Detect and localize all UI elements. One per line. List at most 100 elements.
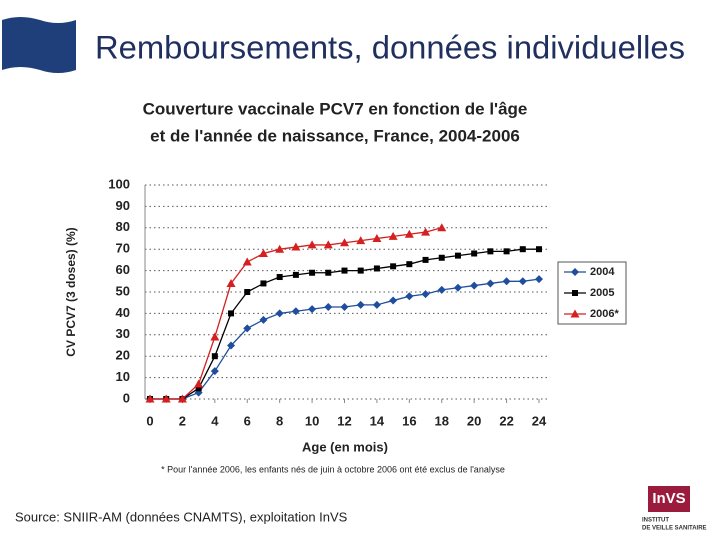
marker — [292, 271, 299, 278]
chart-title: et de l'année de naissance, France, 2004… — [150, 126, 520, 145]
marker — [210, 332, 220, 341]
marker — [244, 289, 251, 295]
y-tick-label: 20 — [116, 348, 130, 363]
marker — [438, 254, 445, 261]
x-tick-label: 24 — [532, 413, 547, 428]
marker — [437, 285, 446, 294]
y-axis-label: CV PCV7 (3 doses) (%) — [64, 227, 78, 356]
marker — [503, 248, 510, 255]
marker — [404, 229, 414, 238]
series-line — [150, 278, 540, 400]
marker — [536, 246, 542, 253]
marker — [388, 231, 398, 240]
marker — [535, 275, 543, 284]
marker — [145, 394, 155, 403]
marker — [373, 265, 380, 272]
marker — [422, 256, 429, 263]
marker — [519, 246, 526, 253]
marker — [243, 324, 252, 333]
marker — [406, 261, 413, 268]
marker — [276, 274, 283, 281]
y-tick-label: 100 — [108, 176, 130, 191]
marker — [453, 283, 462, 292]
chart-title: Couverture vaccinale PCV7 en fonction de… — [143, 99, 528, 118]
marker — [323, 240, 333, 249]
marker — [226, 278, 236, 287]
x-tick-label: 22 — [499, 413, 513, 428]
x-tick-label: 0 — [146, 413, 153, 428]
marker — [309, 269, 316, 276]
legend-marker — [571, 268, 579, 276]
legend-label: 2004 — [590, 266, 615, 278]
marker — [194, 379, 204, 388]
x-tick-label: 14 — [370, 413, 385, 428]
marker — [275, 244, 285, 253]
marker — [486, 279, 495, 288]
x-tick-label: 18 — [435, 413, 449, 428]
y-tick-label: 0 — [123, 390, 130, 405]
marker — [227, 341, 236, 350]
marker — [437, 223, 447, 232]
y-tick-label: 50 — [116, 283, 130, 298]
marker — [470, 281, 479, 290]
marker — [291, 242, 301, 251]
y-tick-label: 40 — [116, 305, 130, 320]
y-tick-label: 10 — [116, 369, 130, 384]
y-tick-label: 70 — [116, 241, 130, 256]
marker — [325, 269, 332, 276]
x-tick-label: 16 — [402, 413, 416, 428]
legend-marker — [570, 309, 580, 318]
logo-name: InVS — [652, 490, 685, 507]
y-tick-label: 30 — [116, 326, 130, 341]
marker — [161, 394, 171, 403]
logo-text: DE VEILLE SANITAIRE — [642, 526, 707, 532]
logo-text: INSTITUT — [642, 518, 669, 524]
logo-box — [648, 486, 690, 512]
footnote: * Pour l'année 2006, les enfants nés de … — [161, 464, 505, 474]
x-tick-label: 20 — [467, 413, 481, 428]
marker — [308, 305, 317, 314]
marker — [228, 310, 235, 317]
marker — [195, 385, 202, 392]
x-axis-label: Age (en mois) — [302, 439, 388, 454]
marker — [341, 267, 348, 274]
y-tick-label: 90 — [116, 198, 130, 213]
marker — [502, 277, 511, 286]
legend-marker — [572, 290, 578, 296]
marker — [390, 263, 397, 270]
marker — [340, 238, 349, 247]
source: Source: SNIIR-AM (données CNAMTS), explo… — [15, 509, 348, 524]
marker — [177, 394, 187, 403]
marker — [372, 234, 382, 242]
marker — [471, 250, 478, 257]
marker — [324, 302, 333, 311]
marker — [454, 252, 461, 259]
slide-title: Remboursements, données individuelles — [95, 29, 685, 65]
marker — [518, 277, 527, 286]
marker — [487, 248, 494, 255]
marker — [210, 367, 219, 376]
y-tick-label: 80 — [116, 219, 130, 234]
x-tick-label: 10 — [305, 413, 319, 428]
marker — [357, 267, 364, 274]
marker — [356, 236, 366, 245]
flag-icon — [2, 17, 76, 73]
x-tick-label: 12 — [337, 413, 351, 428]
legend-label: 2005 — [590, 287, 614, 299]
marker — [211, 353, 218, 360]
marker — [258, 248, 268, 257]
marker — [340, 302, 349, 311]
marker — [389, 296, 398, 305]
x-tick-label: 8 — [276, 413, 283, 428]
y-tick-label: 60 — [116, 262, 130, 277]
x-tick-label: 2 — [179, 413, 186, 428]
x-tick-label: 4 — [211, 413, 219, 428]
marker — [275, 309, 284, 318]
marker — [372, 300, 381, 309]
x-tick-label: 6 — [244, 413, 251, 428]
marker — [307, 240, 317, 249]
marker — [356, 300, 365, 309]
marker — [421, 227, 431, 236]
